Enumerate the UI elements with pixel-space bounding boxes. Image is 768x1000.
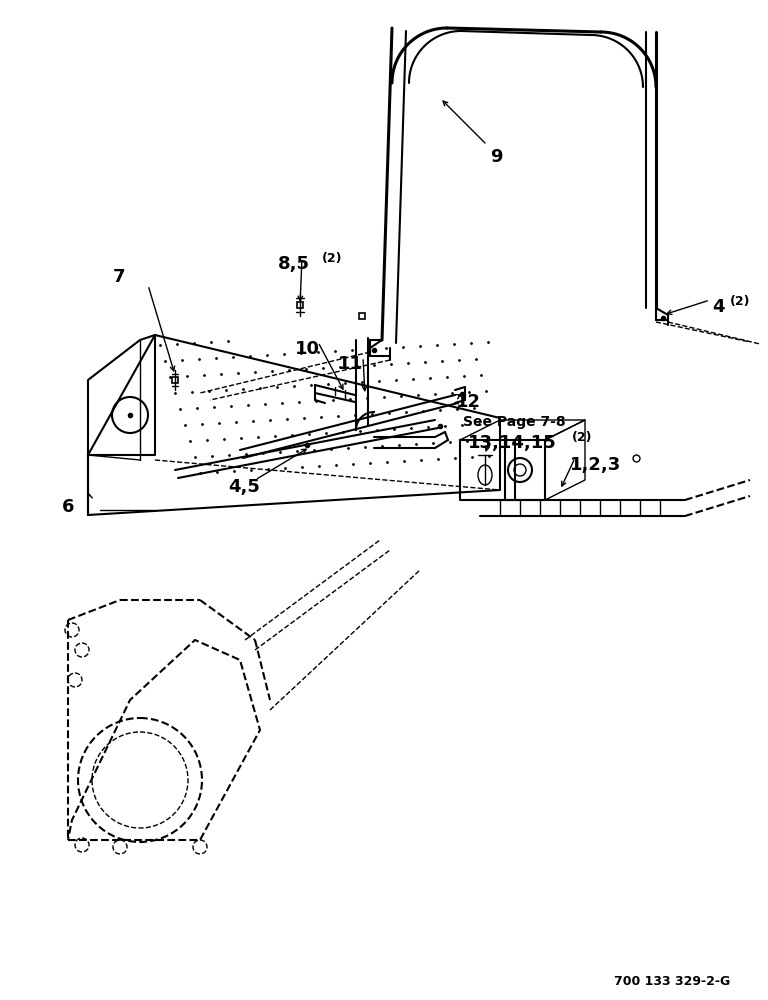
Text: (2): (2) (322, 252, 343, 265)
Text: 4: 4 (712, 298, 724, 316)
Text: 10: 10 (295, 340, 320, 358)
Text: (2): (2) (730, 295, 750, 308)
Text: 700 133 329-2-G: 700 133 329-2-G (614, 975, 730, 988)
Text: (2): (2) (572, 431, 592, 444)
Text: 6: 6 (62, 498, 74, 516)
Text: See Page 7-8: See Page 7-8 (463, 415, 565, 429)
Text: 1,2,3: 1,2,3 (570, 456, 621, 474)
Text: 8,5: 8,5 (278, 255, 310, 273)
Text: 7: 7 (113, 268, 125, 286)
Text: 9: 9 (490, 148, 502, 166)
Text: 12: 12 (456, 393, 481, 411)
Text: 11: 11 (338, 355, 363, 373)
Text: 13,14,15: 13,14,15 (468, 434, 557, 452)
Text: 4,5: 4,5 (228, 478, 260, 496)
